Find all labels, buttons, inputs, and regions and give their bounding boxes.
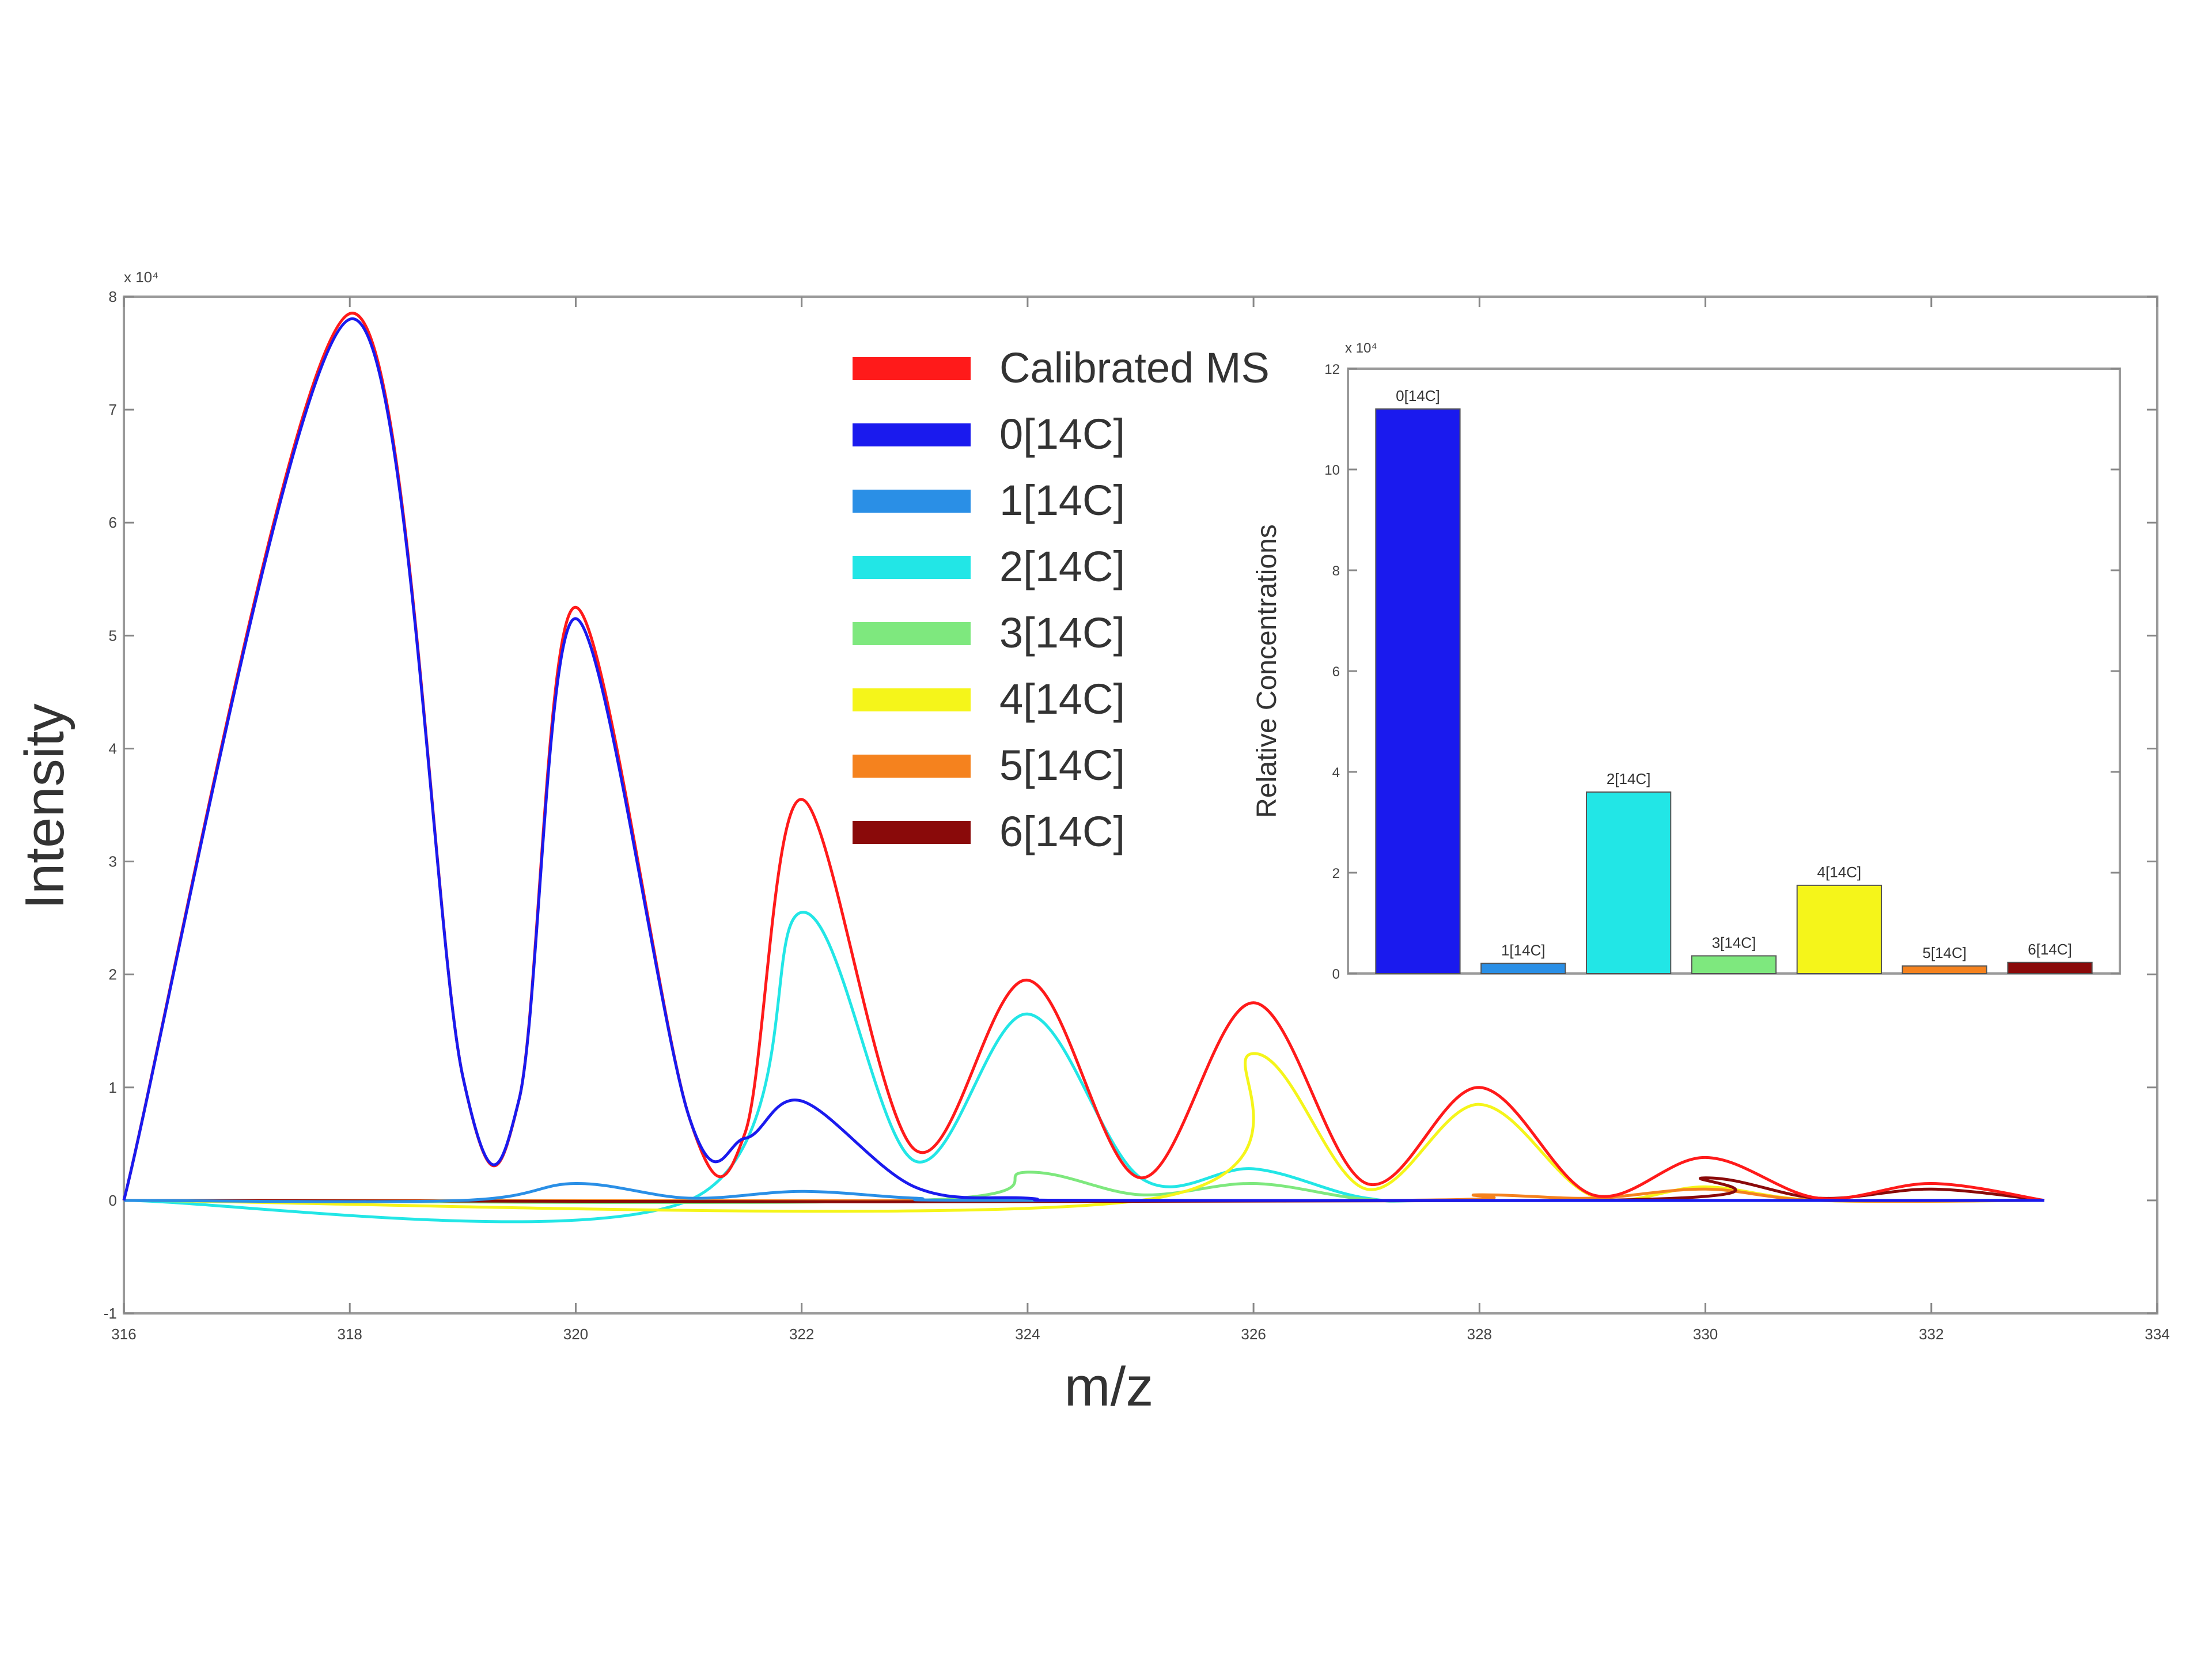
y-tick-label: 4	[109, 740, 117, 757]
y-tick-label: 6	[109, 514, 117, 531]
inset-bar	[1480, 963, 1566, 974]
inset-bar	[1796, 884, 1883, 974]
inset-bar	[1375, 408, 1461, 974]
inset-bar-label: 2[14C]	[1607, 770, 1651, 787]
x-tick-label: 334	[2145, 1325, 2169, 1343]
main-y-exponent: x 10⁴	[124, 268, 158, 286]
main-legend: Calibrated MS 0[14C] 1[14C] 2[14C] 3[14C] 4[1…	[853, 344, 1270, 855]
inset-y-exponent: x 10⁴	[1345, 340, 1377, 356]
inset-plot-area	[1347, 368, 2121, 975]
inset-bar	[1691, 955, 1777, 974]
legend-label: 1[14C]	[999, 476, 1125, 524]
y-tick-label: 1	[109, 1079, 117, 1096]
inset-y-tick-label: 12	[1324, 362, 1340, 377]
y-tick-label: -1	[104, 1305, 117, 1322]
inset-bar-label: 0[14C]	[1396, 387, 1440, 404]
legend-label: 0[14C]	[999, 410, 1125, 458]
x-tick-label: 332	[1919, 1325, 1944, 1343]
y-tick-label: 8	[109, 288, 117, 305]
legend-label: 4[14C]	[999, 675, 1125, 723]
legend-label: 2[14C]	[999, 543, 1125, 590]
legend-swatch	[853, 755, 971, 778]
inset-bar-label: 6[14C]	[2028, 941, 2072, 958]
inset-bar-label: 1[14C]	[1501, 942, 1546, 959]
y-tick-label: 3	[109, 853, 117, 870]
legend-label: 3[14C]	[999, 609, 1125, 657]
y-tick-label: 0	[109, 1192, 117, 1209]
legend-swatch	[853, 821, 971, 844]
x-tick-label: 322	[789, 1325, 814, 1343]
x-tick-label: 328	[1467, 1325, 1492, 1343]
x-tick-label: 326	[1241, 1325, 1266, 1343]
inset-y-tick-label: 0	[1332, 967, 1340, 982]
legend-label: Calibrated MS	[999, 344, 1270, 392]
legend-swatch	[853, 688, 971, 711]
main-axis-ticks: 316 318 320 322 324 326 328 330 332 334-101234567…	[104, 288, 2170, 1343]
y-tick-label: 7	[109, 401, 117, 418]
inset-bar-label: 4[14C]	[1817, 863, 1862, 881]
inset-bars: 0[14C] 1[14C] 2[14C] 3[14C] 4[14C] 5[14C] 6[14…	[1375, 387, 2093, 974]
legend-swatch	[853, 423, 971, 446]
inset-bar	[1902, 965, 1987, 974]
main-series-lines	[122, 312, 2045, 1224]
y-tick-label: 2	[109, 966, 117, 983]
inset-y-tick-label: 6	[1332, 664, 1340, 680]
x-tick-label: 318	[338, 1325, 362, 1343]
x-tick-label: 330	[1693, 1325, 1718, 1343]
inset-y-tick-label: 8	[1332, 563, 1340, 579]
legend-swatch	[853, 357, 971, 380]
inset-bar	[1586, 791, 1672, 974]
inset-y-axis-label: Relative Concentrations	[1252, 524, 1282, 818]
legend-swatch	[853, 622, 971, 645]
inset-bar	[2007, 961, 2093, 974]
x-tick-label: 316	[111, 1325, 136, 1343]
series-line-1	[122, 317, 2044, 1202]
legend-swatch	[853, 490, 971, 513]
legend-label: 5[14C]	[999, 741, 1125, 789]
inset-y-tick-label: 4	[1332, 765, 1340, 781]
inset-bar-label: 3[14C]	[1712, 934, 1756, 951]
legend-label: 6[14C]	[999, 808, 1125, 855]
y-axis-label: Intensity	[14, 703, 75, 910]
inset-axis-ticks: 0 2 4 6 8 10 12	[1324, 362, 2120, 982]
x-tick-label: 324	[1015, 1325, 1040, 1343]
inset-bar-label: 5[14C]	[1922, 944, 1967, 961]
series-line-7	[123, 1176, 2045, 1204]
x-axis-label: m/z	[1065, 1356, 1154, 1418]
inset-y-tick-label: 2	[1332, 866, 1340, 881]
legend-swatch	[853, 556, 971, 579]
x-tick-label: 320	[563, 1325, 588, 1343]
y-tick-label: 5	[109, 627, 117, 644]
inset-y-tick-label: 10	[1324, 463, 1340, 478]
